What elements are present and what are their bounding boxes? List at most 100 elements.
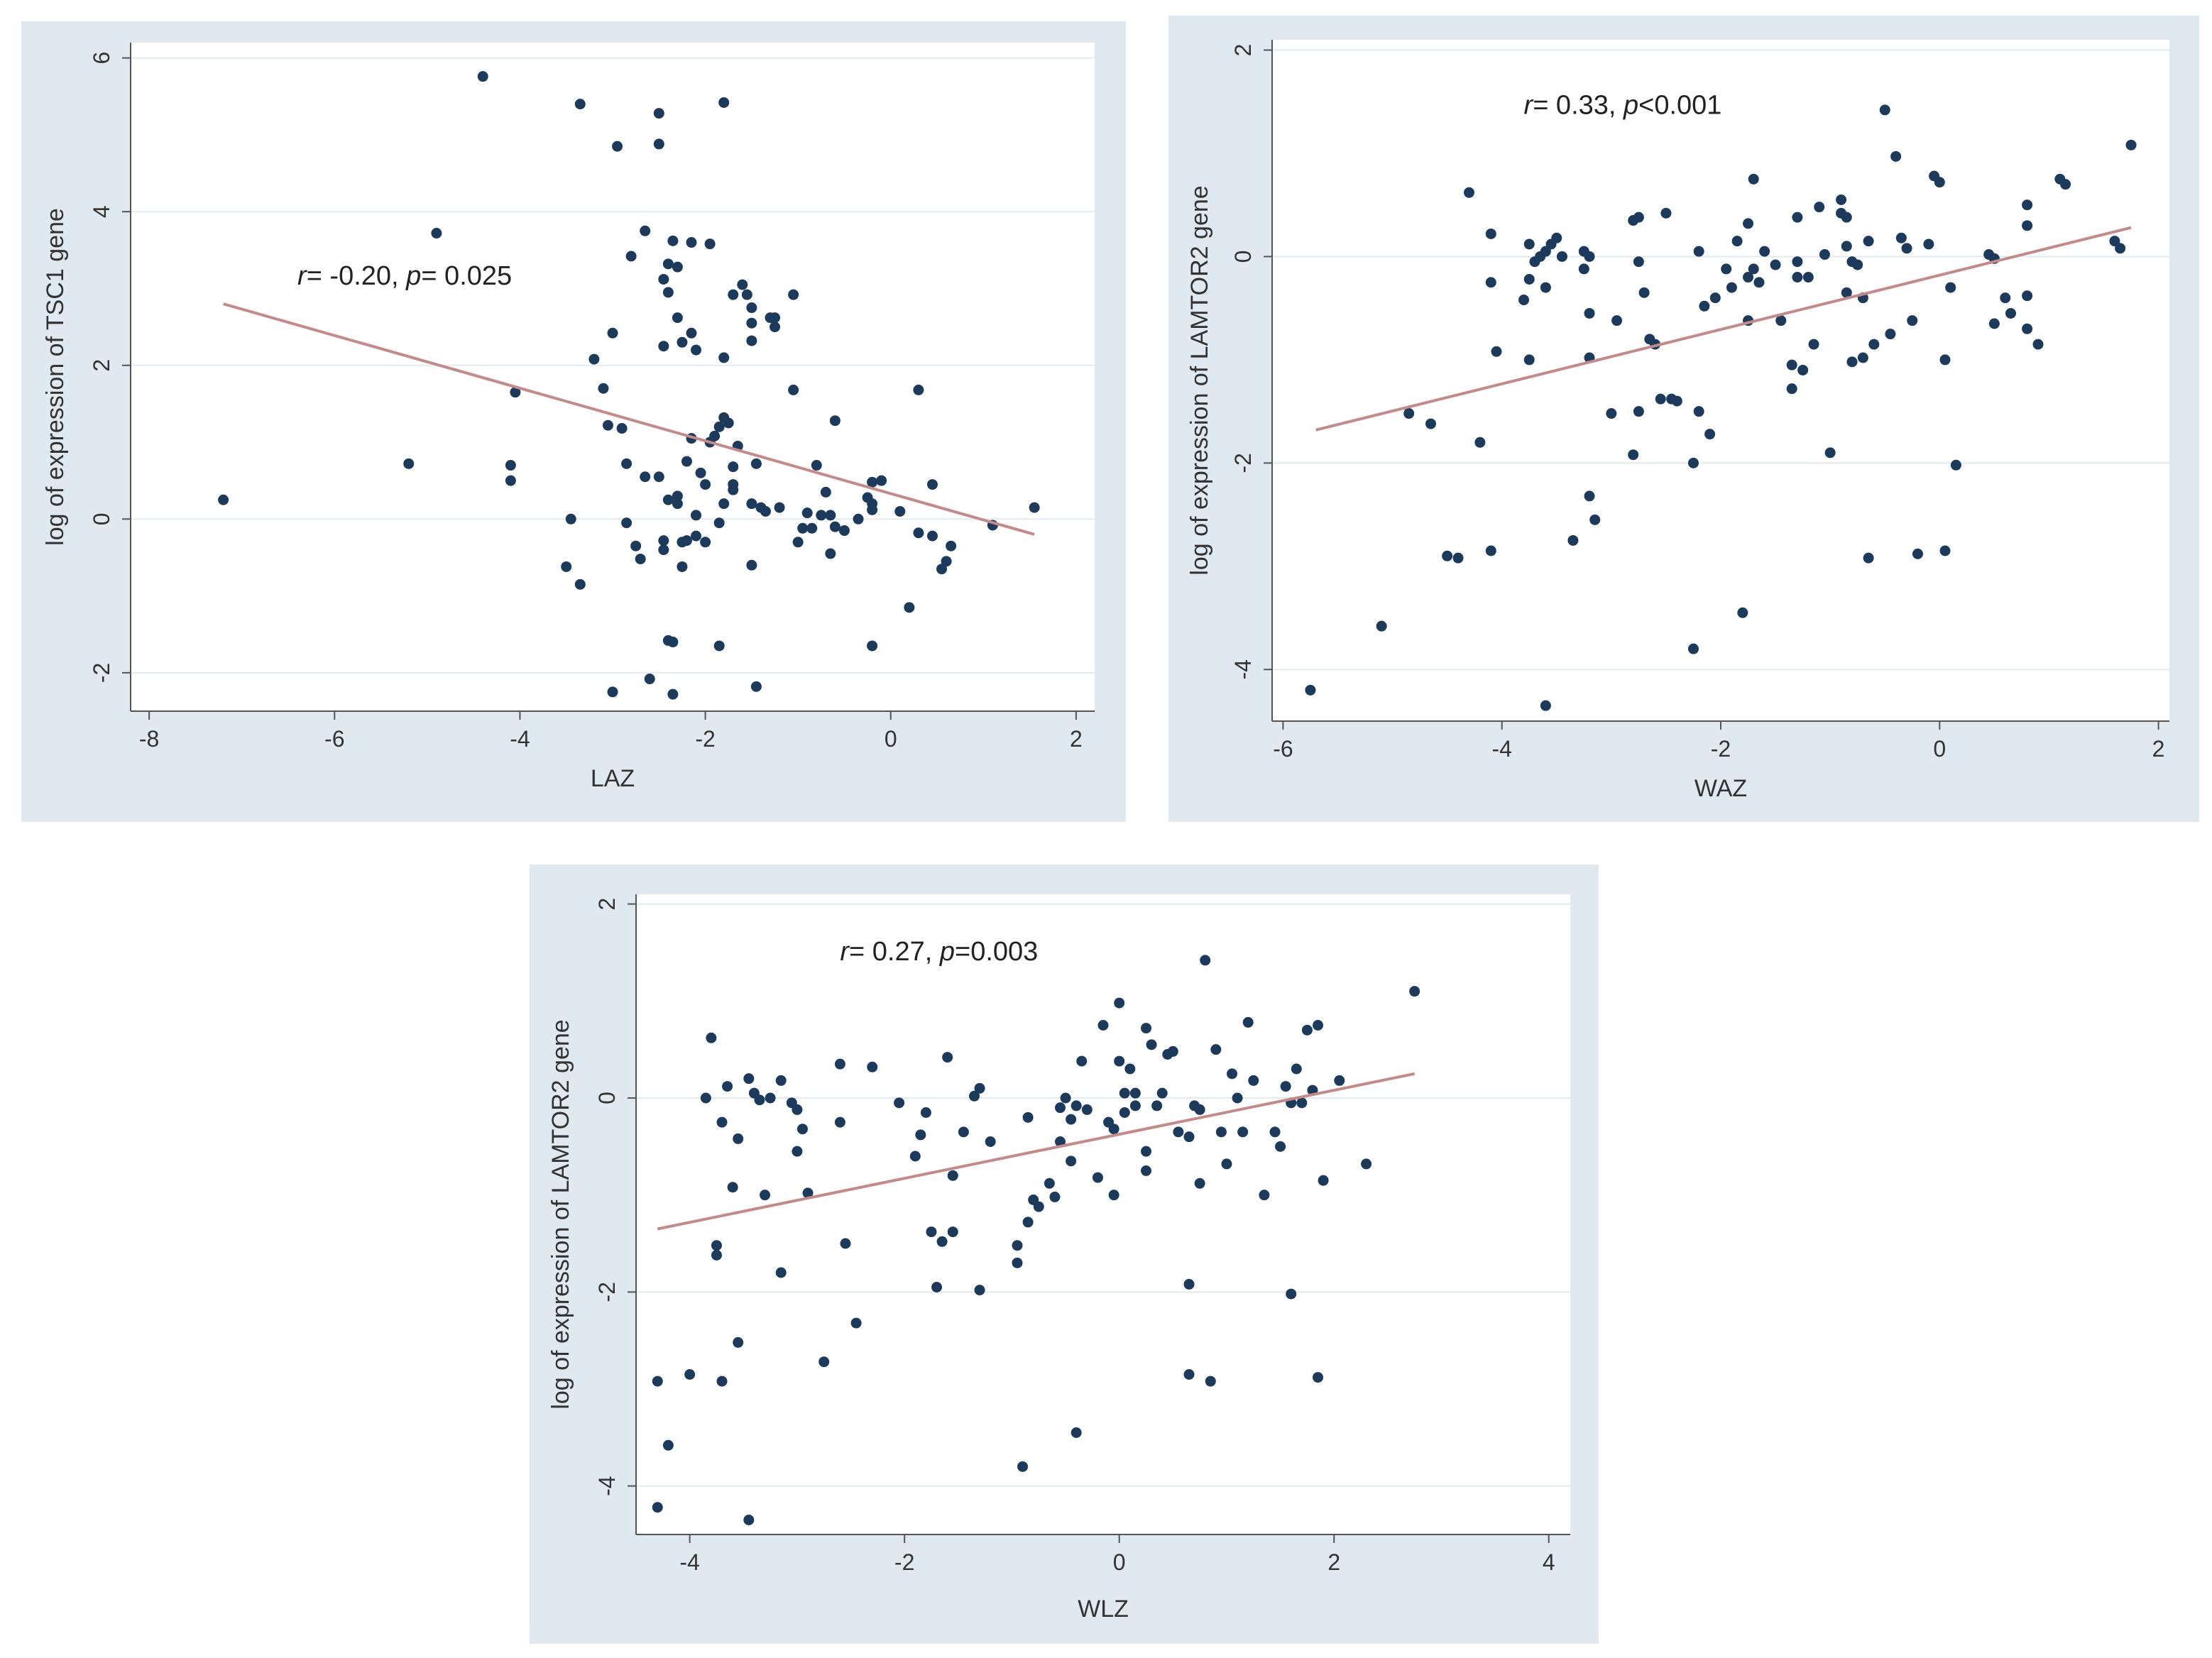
data-point — [700, 537, 711, 548]
data-point — [658, 341, 669, 352]
data-point — [716, 1116, 728, 1128]
data-point — [672, 490, 683, 502]
data-point — [974, 1082, 985, 1094]
data-point — [1628, 449, 1639, 461]
data-point — [1523, 238, 1535, 250]
data-point — [1885, 329, 1896, 340]
data-point — [1221, 1158, 1232, 1170]
data-point — [1173, 1126, 1184, 1138]
data-point — [829, 521, 841, 532]
data-point — [653, 138, 664, 150]
data-point — [1584, 490, 1595, 502]
data-point — [913, 384, 924, 395]
data-point — [834, 1116, 845, 1128]
data-point — [2022, 220, 2033, 231]
data-point — [1210, 1044, 1222, 1055]
data-point — [737, 279, 748, 290]
data-point — [816, 510, 827, 521]
data-point — [1901, 243, 1912, 254]
data-point — [2022, 199, 2033, 211]
data-point — [711, 1240, 722, 1251]
data-point — [723, 417, 734, 429]
data-point — [926, 530, 938, 542]
data-point — [1890, 150, 1902, 162]
y-tick-label: 6 — [89, 52, 114, 65]
y-tick-label: 2 — [594, 898, 620, 911]
data-point — [1200, 955, 1211, 966]
data-point — [1012, 1257, 1023, 1268]
data-point — [1589, 514, 1601, 525]
data-point — [2060, 179, 2071, 190]
data-point — [1693, 246, 1704, 257]
data-point — [806, 522, 818, 534]
data-point — [1313, 1372, 1324, 1383]
data-point — [760, 1190, 771, 1201]
data-point — [1248, 1075, 1259, 1086]
data-point — [1540, 246, 1551, 257]
data-point — [1743, 272, 1754, 283]
data-point — [684, 1369, 696, 1380]
data-point — [403, 458, 415, 469]
scatter-chart-wlz: -4 -2 0 2 4 -4 -2 0 2 WLZ log of expression of LAM… — [547, 894, 1570, 1623]
data-point — [2022, 290, 2033, 302]
data-point — [1022, 1111, 1034, 1123]
data-point — [1660, 207, 1672, 219]
data-point — [1183, 1278, 1195, 1290]
data-point — [653, 471, 664, 483]
data-point — [505, 460, 516, 471]
data-point — [612, 141, 623, 152]
data-point — [2000, 292, 2011, 304]
data-point — [691, 344, 702, 356]
data-point — [792, 1146, 803, 1157]
data-point — [704, 238, 716, 250]
data-point — [818, 1356, 830, 1368]
data-point — [728, 461, 739, 473]
x-axis-title: LAZ — [591, 765, 635, 792]
data-point — [1939, 545, 1951, 556]
data-point — [1232, 1092, 1243, 1104]
data-point — [792, 537, 804, 548]
data-point — [1792, 212, 1803, 223]
x-tick-label: -2 — [894, 1549, 914, 1575]
data-point — [2125, 139, 2137, 150]
data-point — [974, 1285, 985, 1296]
fit-line — [1315, 226, 2132, 432]
data-point — [667, 688, 679, 700]
data-point — [505, 475, 516, 486]
data-point — [1633, 212, 1644, 223]
data-point — [2109, 236, 2120, 247]
data-point — [1156, 1087, 1168, 1099]
data-point — [630, 540, 642, 551]
data-point — [574, 99, 586, 110]
data-point — [1852, 259, 1863, 270]
data-point — [1945, 282, 1956, 293]
data-point — [1786, 359, 1797, 370]
y-tick-label: -4 — [1230, 659, 1256, 679]
data-point — [750, 458, 762, 469]
data-point — [1442, 550, 1453, 561]
data-point — [1523, 354, 1535, 366]
y-axis-title: log of expression of TSC1 gene — [42, 208, 69, 546]
data-point — [867, 504, 878, 515]
data-point — [788, 384, 799, 395]
x-tick-label: 0 — [1933, 736, 1946, 762]
data-point — [561, 561, 572, 572]
data-point — [653, 108, 664, 119]
data-point — [746, 335, 757, 346]
data-point — [1054, 1102, 1066, 1114]
data-point — [574, 578, 586, 590]
data-point — [640, 225, 651, 236]
x-tick-label: -6 — [1273, 736, 1293, 762]
data-point — [1633, 256, 1644, 268]
data-point — [1863, 236, 1874, 247]
data-point — [774, 502, 785, 513]
data-point — [1518, 295, 1530, 306]
data-point — [1097, 1020, 1109, 1031]
y-tick-label: 0 — [1230, 251, 1256, 263]
plot-area — [1272, 40, 2169, 721]
data-point — [1584, 251, 1595, 262]
y-tick-label: 2 — [89, 359, 114, 372]
data-point — [913, 527, 924, 539]
data-point — [931, 1282, 943, 1292]
data-point — [1474, 437, 1486, 448]
